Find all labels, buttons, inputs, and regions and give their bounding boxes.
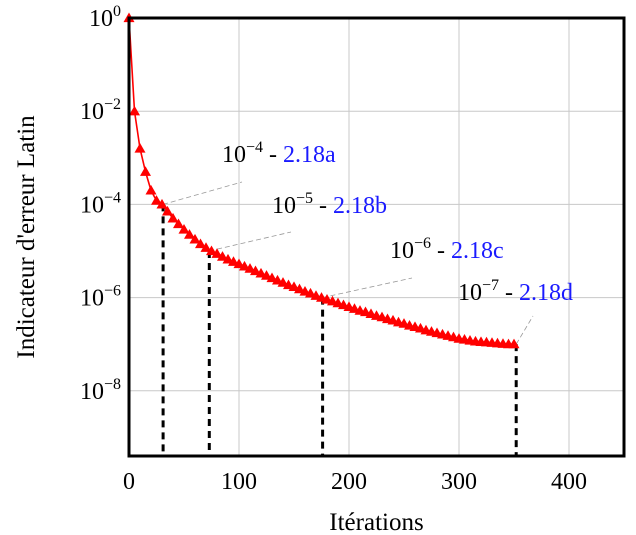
data-point xyxy=(206,245,217,256)
annotation-leader xyxy=(162,181,243,205)
y-axis-label: Indicateur d'erreur Latin xyxy=(13,115,40,359)
x-tick-label: 400 xyxy=(551,469,587,495)
data-point xyxy=(140,166,151,176)
annotation-leaders xyxy=(162,181,534,345)
data-point xyxy=(189,233,201,244)
data-point xyxy=(184,229,195,239)
data-point xyxy=(508,338,520,349)
x-axis-label: Itérations xyxy=(329,509,423,535)
data-point xyxy=(134,142,146,153)
data-point xyxy=(129,105,140,116)
annotation-leader xyxy=(322,277,413,298)
x-tick-labels: 0 100 200 300 400 xyxy=(123,469,587,495)
x-tick-label: 100 xyxy=(221,469,257,495)
x-tick-label: 300 xyxy=(441,469,477,495)
x-tick-label: 200 xyxy=(331,469,367,495)
y-tick-label: 10−8 xyxy=(80,376,121,405)
plot-frame xyxy=(127,16,626,458)
data-point xyxy=(217,251,228,261)
y-tick-label: 10−6 xyxy=(80,283,121,312)
data-point xyxy=(156,198,168,209)
data-point xyxy=(195,238,206,249)
grid xyxy=(128,17,624,456)
y-tick-label: 10−4 xyxy=(80,189,121,218)
threshold-drop-lines xyxy=(161,204,518,456)
threshold-annotation: 10−4 - 2.18a xyxy=(222,139,336,168)
data-point xyxy=(178,224,190,234)
annotation-leader xyxy=(515,315,534,345)
data-point xyxy=(200,242,212,252)
data-point xyxy=(151,195,162,205)
data-point xyxy=(211,248,223,258)
x-tick-label: 0 xyxy=(123,469,135,495)
data-point xyxy=(162,205,173,216)
threshold-annotation: 10−7 - 2.18d xyxy=(458,277,573,306)
annotation-leader xyxy=(209,231,292,252)
y-tick-labels: 100 10−2 10−4 10−6 10−8 xyxy=(80,3,121,405)
series-error-curve xyxy=(123,12,520,349)
threshold-annotation: 10−6 - 2.18c xyxy=(390,235,504,264)
threshold-annotation: 10−5 - 2.18b xyxy=(272,190,387,219)
data-point xyxy=(167,212,179,223)
y-tick-label: 10−2 xyxy=(80,96,121,125)
y-tick-label: 100 xyxy=(89,3,121,32)
data-point xyxy=(145,184,157,195)
data-point xyxy=(173,218,184,229)
